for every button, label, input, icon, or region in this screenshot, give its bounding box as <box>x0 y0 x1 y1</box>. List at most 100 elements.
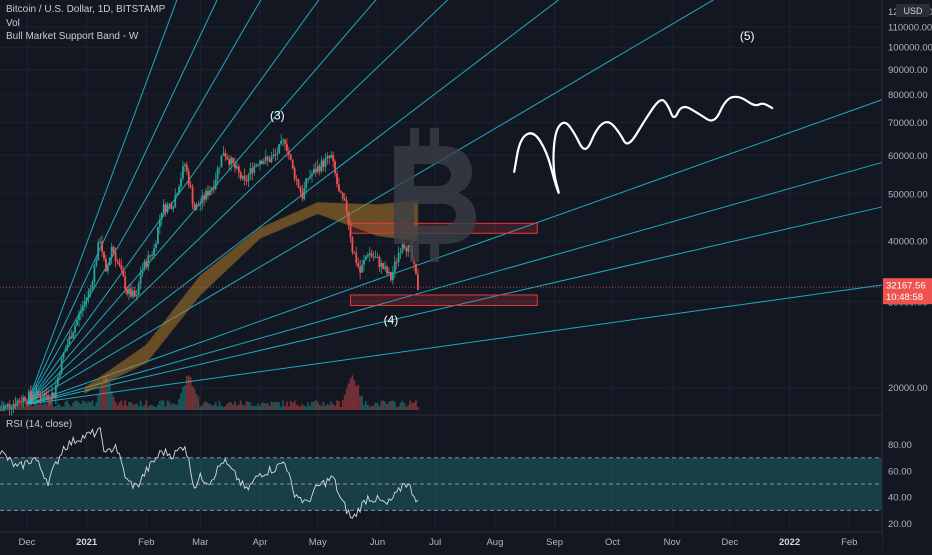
candle[interactable] <box>237 166 240 173</box>
candle[interactable] <box>249 168 252 175</box>
candle[interactable] <box>158 219 161 227</box>
candle[interactable] <box>345 200 348 212</box>
candle[interactable] <box>311 173 313 177</box>
candle[interactable] <box>4 405 7 408</box>
candle[interactable] <box>89 288 92 291</box>
candle[interactable] <box>390 271 392 281</box>
candle[interactable] <box>322 160 325 167</box>
candle[interactable] <box>366 254 369 257</box>
candle[interactable] <box>176 193 179 196</box>
candle[interactable] <box>341 192 344 199</box>
candle[interactable] <box>230 157 232 165</box>
candle[interactable] <box>58 373 61 378</box>
candle[interactable] <box>128 288 130 294</box>
candle[interactable] <box>364 256 367 260</box>
candle[interactable] <box>235 166 238 169</box>
candle[interactable] <box>26 401 28 403</box>
candle[interactable] <box>18 400 21 402</box>
candle[interactable] <box>376 256 379 258</box>
candle[interactable] <box>399 252 402 254</box>
wave-3-label[interactable]: (3) <box>270 109 285 123</box>
candle[interactable] <box>210 187 213 191</box>
support-band-indicator-label[interactable]: Bull Market Support Band - W <box>6 31 139 42</box>
candle[interactable] <box>241 175 244 179</box>
candle[interactable] <box>162 204 165 213</box>
candle[interactable] <box>195 204 198 211</box>
candle[interactable] <box>51 392 53 400</box>
rsi-indicator-label[interactable]: RSI (14, close) <box>6 419 73 430</box>
candle[interactable] <box>101 241 103 253</box>
candle[interactable] <box>183 164 186 167</box>
candle[interactable] <box>12 403 15 409</box>
candle[interactable] <box>201 195 204 204</box>
candle[interactable] <box>43 394 46 398</box>
candle[interactable] <box>305 178 308 189</box>
candle[interactable] <box>153 248 155 256</box>
candle[interactable] <box>266 156 269 160</box>
candle[interactable] <box>191 187 194 204</box>
candle[interactable] <box>149 255 152 257</box>
candle[interactable] <box>106 265 109 272</box>
rsi-line[interactable] <box>0 426 419 519</box>
candle[interactable] <box>416 274 419 290</box>
candle[interactable] <box>276 153 279 155</box>
candle[interactable] <box>70 336 73 339</box>
candle[interactable] <box>164 204 167 213</box>
candle[interactable] <box>203 195 206 200</box>
candle[interactable] <box>280 140 283 145</box>
candle[interactable] <box>262 161 265 164</box>
candle[interactable] <box>147 255 150 267</box>
candle[interactable] <box>168 203 171 205</box>
candle[interactable] <box>312 168 315 174</box>
candle[interactable] <box>253 165 256 173</box>
candle[interactable] <box>187 171 190 186</box>
candle[interactable] <box>54 385 57 398</box>
candle[interactable] <box>143 261 146 270</box>
candle[interactable] <box>133 290 136 297</box>
candle[interactable] <box>87 290 90 298</box>
candle[interactable] <box>353 251 356 254</box>
candle[interactable] <box>114 252 117 261</box>
candle[interactable] <box>37 391 40 395</box>
candle[interactable] <box>8 404 11 409</box>
candle[interactable] <box>264 156 267 162</box>
candle[interactable] <box>316 166 319 173</box>
candle[interactable] <box>224 153 227 157</box>
candle[interactable] <box>209 190 211 196</box>
candle[interactable] <box>124 276 127 290</box>
candle[interactable] <box>220 155 223 168</box>
candle[interactable] <box>135 295 138 297</box>
candle[interactable] <box>79 311 82 314</box>
candle[interactable] <box>160 212 163 220</box>
candle[interactable] <box>2 407 5 410</box>
candle[interactable] <box>355 253 358 263</box>
candle[interactable] <box>415 263 417 275</box>
candle[interactable] <box>314 168 317 173</box>
candle[interactable] <box>245 180 248 182</box>
candle[interactable] <box>172 207 175 209</box>
candle[interactable] <box>20 401 23 403</box>
candle[interactable] <box>247 174 250 182</box>
candle[interactable] <box>39 394 42 399</box>
candle[interactable] <box>368 253 371 255</box>
candle[interactable] <box>189 185 192 188</box>
candle[interactable] <box>105 258 107 272</box>
fan-line[interactable] <box>26 0 882 405</box>
candle[interactable] <box>174 195 177 208</box>
candle[interactable] <box>137 283 140 296</box>
candle[interactable] <box>78 313 80 321</box>
candle[interactable] <box>66 344 69 349</box>
candle[interactable] <box>49 398 51 400</box>
candle[interactable] <box>122 269 125 277</box>
candle[interactable] <box>320 160 323 172</box>
candle[interactable] <box>99 241 102 243</box>
candle[interactable] <box>286 144 288 152</box>
candle[interactable] <box>232 157 234 164</box>
candle[interactable] <box>180 178 182 187</box>
candle[interactable] <box>293 168 296 179</box>
candle[interactable] <box>10 408 13 410</box>
candle[interactable] <box>185 164 188 172</box>
candle[interactable] <box>326 156 329 159</box>
candle[interactable] <box>391 272 394 281</box>
candle[interactable] <box>0 410 1 411</box>
